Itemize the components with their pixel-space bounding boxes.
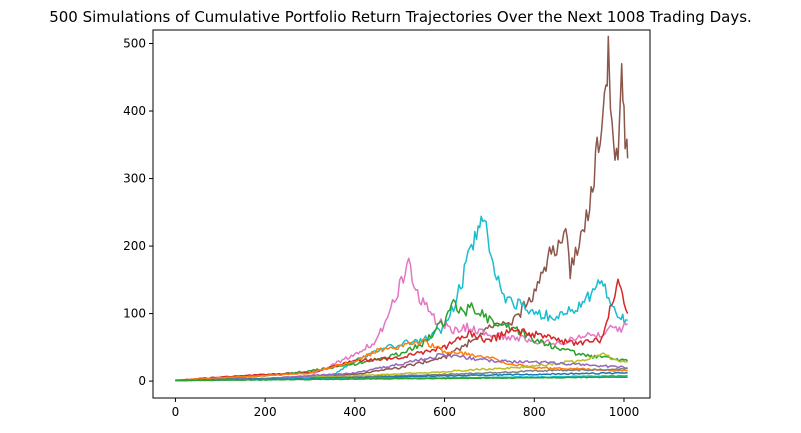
series-line-6 bbox=[175, 337, 628, 382]
y-tick-label: 0 bbox=[138, 374, 146, 388]
plot-area bbox=[175, 35, 629, 382]
axes-frame bbox=[152, 29, 651, 399]
axis-ticks: 0 200 400 600 800 1000 0 100 200 300 400 500 bbox=[123, 37, 639, 419]
x-tick-label: 800 bbox=[523, 405, 546, 419]
x-tick-label: 0 bbox=[172, 405, 180, 419]
y-tick-label: 500 bbox=[123, 37, 146, 51]
x-tick-label: 1000 bbox=[609, 405, 640, 419]
series-line-1 bbox=[175, 35, 629, 382]
y-tick-label: 300 bbox=[123, 172, 146, 186]
x-tick-label: 200 bbox=[254, 405, 277, 419]
chart-title: 500 Simulations of Cumulative Portfolio … bbox=[49, 8, 752, 26]
series-line-12 bbox=[175, 376, 628, 382]
x-tick-label: 400 bbox=[343, 405, 366, 419]
y-tick-label: 400 bbox=[123, 104, 146, 118]
x-tick-label: 600 bbox=[433, 405, 456, 419]
y-tick-label: 200 bbox=[123, 239, 146, 253]
y-tick-label: 100 bbox=[123, 307, 146, 321]
series-line-10 bbox=[175, 371, 628, 382]
series-line-3 bbox=[175, 257, 628, 382]
series-line-5 bbox=[175, 278, 629, 382]
